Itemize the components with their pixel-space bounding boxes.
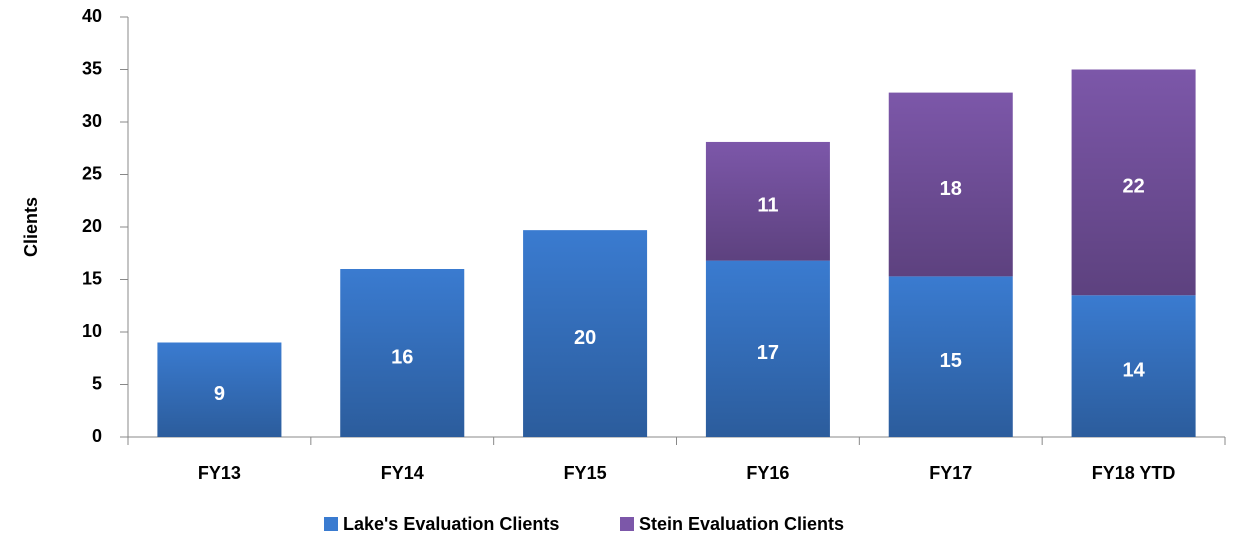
legend-label: Stein Evaluation Clients <box>639 514 844 534</box>
y-tick-label: 15 <box>82 268 102 288</box>
data-label: 17 <box>757 342 779 364</box>
bar-shade <box>340 269 465 437</box>
y-axis-label: Clients <box>21 197 41 257</box>
legend-label: Lake's Evaluation Clients <box>343 514 559 534</box>
y-tick-label: 10 <box>82 321 102 341</box>
bar-shade <box>888 276 1013 437</box>
x-tick-label: FY18 YTD <box>1092 463 1176 483</box>
data-label: 20 <box>574 327 596 349</box>
bar-shade <box>1071 69 1196 296</box>
x-tick-label: FY15 <box>564 463 607 483</box>
data-label: 15 <box>940 350 962 372</box>
bar-shade <box>523 230 648 437</box>
bar-shade <box>888 92 1013 277</box>
y-tick-label: 30 <box>82 111 102 131</box>
x-tick-label: FY13 <box>198 463 241 483</box>
y-tick-label: 35 <box>82 58 102 78</box>
y-tick-label: 40 <box>82 6 102 26</box>
x-tick-label: FY17 <box>929 463 972 483</box>
y-tick-label: 25 <box>82 163 102 183</box>
x-tick-label: FY16 <box>746 463 789 483</box>
data-label: 14 <box>1122 359 1145 381</box>
data-label: 22 <box>1122 176 1144 198</box>
y-tick-label: 5 <box>92 373 102 393</box>
data-label: 9 <box>214 383 225 405</box>
x-tick-label: FY14 <box>381 463 424 483</box>
bar-shade <box>705 260 830 437</box>
data-label: 16 <box>391 346 413 368</box>
data-label: 11 <box>757 195 778 217</box>
y-tick-label: 0 <box>92 426 102 446</box>
bar-shade <box>705 141 830 261</box>
bar-shade <box>157 342 282 437</box>
legend-swatch <box>324 517 338 531</box>
y-tick-label: 20 <box>82 216 102 236</box>
bar-shade <box>1071 295 1196 437</box>
data-label: 18 <box>940 178 962 200</box>
legend-swatch <box>620 517 634 531</box>
